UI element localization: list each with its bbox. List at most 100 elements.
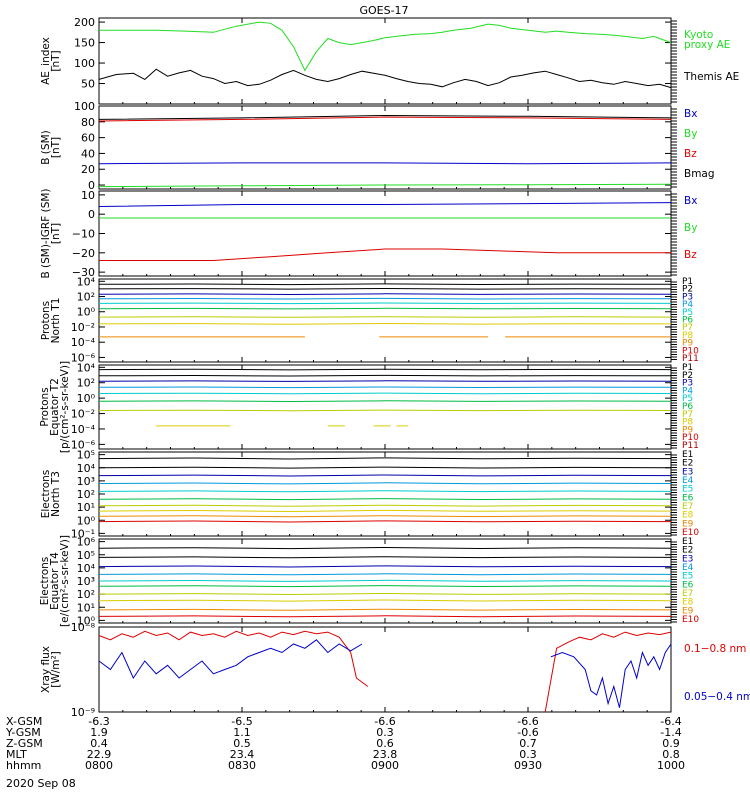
ephemeris-value: -6.3	[88, 715, 109, 728]
legend-entry: P11	[682, 354, 699, 364]
y-axis-label: [e/(cm²-s-sr-keV)]	[59, 535, 71, 627]
channel-line-4	[98, 490, 672, 493]
y-tick-label: 10⁴	[77, 462, 96, 475]
legend-entry: P8	[682, 331, 693, 341]
channel-line-5	[98, 585, 672, 588]
channel-line-1	[98, 374, 672, 377]
legend-entry: By	[684, 222, 697, 234]
channel-line-9	[98, 520, 672, 523]
ephemeris-value: 0830	[228, 759, 256, 772]
y-tick-label: 10¹	[77, 601, 95, 614]
channel-line-1	[98, 556, 672, 559]
panel-b_igrf: −30 −20 −10 0 10 B (SM)-IGRF (SM)[nT] Bx By Bz	[40, 188, 697, 279]
series-line-0	[99, 21, 672, 72]
ephemeris-value: 0.3	[519, 748, 537, 761]
y-tick-label: 10⁻⁴	[71, 336, 96, 349]
channel-line-6	[98, 409, 672, 412]
y-axis-label: [nT]	[50, 137, 62, 158]
legend-entry: P7	[682, 323, 693, 333]
channel-line-4	[98, 392, 672, 395]
channel-line-7	[98, 599, 672, 602]
legend-entry: P3	[682, 379, 693, 389]
ephemeris-value: 0.7	[519, 737, 537, 750]
channel-line-9	[98, 615, 672, 618]
y-axis-label: B (SM)-IGRF (SM)	[40, 188, 52, 278]
legend-entry: Bz	[684, 249, 697, 261]
date-label: 2020 Sep 08	[6, 777, 76, 790]
ephemeris-value: 0930	[514, 759, 542, 772]
legend-entry: P2	[682, 285, 693, 295]
series-line-2	[99, 248, 671, 261]
y-tick-label: 100	[74, 100, 95, 113]
legend-entry: 0.1−0.8 nm	[684, 643, 746, 655]
channel-line-0	[98, 457, 672, 460]
y-axis-label: Electrons	[39, 557, 51, 606]
y-tick-label: 10⁰	[77, 306, 96, 319]
channel-line-3	[98, 573, 672, 576]
y-tick-label: 10⁻¹	[71, 527, 95, 540]
y-tick-label: 10²	[77, 588, 95, 601]
legend-entry: E1	[682, 537, 693, 547]
legend-entry: Themis AE	[683, 71, 739, 83]
y-tick-label: 10⁻⁹	[71, 706, 95, 719]
legend-entry: P2	[682, 371, 693, 381]
panel-frame	[98, 364, 672, 450]
series-line-0	[98, 114, 672, 120]
y-axis-label: [p/(cm²-s-sr-keV)]	[59, 361, 71, 453]
y-tick-label: −30	[72, 266, 95, 279]
series-line-0	[98, 202, 672, 207]
ephemeris-value: -0.6	[517, 726, 538, 739]
y-tick-label: 10	[81, 189, 95, 202]
legend-entry: E1	[682, 450, 693, 460]
y-tick-label: 10⁻⁶	[71, 438, 96, 451]
series-line-1	[98, 639, 363, 680]
panel-b_sm: 0 20 40 60 80 100 B (SM)[nT] Bx By Bz Bmag	[40, 100, 715, 192]
legend-entry: E7	[682, 589, 693, 599]
channel-line-4	[98, 302, 672, 305]
y-tick-label: −20	[72, 247, 95, 260]
ephemeris-value: 1.9	[90, 726, 108, 739]
channel-line-1	[98, 466, 672, 469]
legend-entry: E10	[682, 528, 699, 538]
ephemeris-row-label: Z-GSM	[6, 737, 43, 750]
y-tick-label: 40	[81, 147, 95, 160]
channel-line-3	[98, 482, 672, 485]
y-tick-label: 10³	[77, 575, 95, 588]
channel-line-7	[98, 322, 672, 325]
channel-line-3	[98, 297, 672, 300]
y-tick-label: 20	[81, 163, 95, 176]
series-line-0	[544, 631, 672, 713]
ephemeris-value: 1000	[657, 759, 685, 772]
ephemeris-row-label: MLT	[6, 748, 27, 761]
series-line-3	[98, 183, 672, 188]
legend-entry: E3	[682, 467, 693, 477]
series-line-1	[98, 68, 672, 89]
legend-entry: E4	[682, 563, 694, 573]
legend-entry: P5	[682, 308, 693, 318]
legend-entry: E2	[682, 459, 693, 469]
legend-entry: E10	[682, 615, 699, 625]
legend-entry: proxy AE	[684, 39, 730, 51]
y-axis-label: Equator T2	[49, 378, 61, 436]
legend-entry: E7	[682, 502, 693, 512]
legend-entry: P1	[682, 363, 693, 373]
y-tick-label: 10⁴	[77, 562, 96, 575]
legend-entry: E8	[682, 511, 694, 521]
y-tick-label: 0	[88, 208, 95, 221]
y-axis-label: Protons	[39, 387, 51, 426]
channel-line-7	[98, 509, 672, 513]
ephemeris-row-label: X-GSM	[6, 715, 42, 728]
y-axis-label: North T1	[50, 298, 62, 344]
legend-entry: E9	[682, 606, 694, 616]
y-axis-label: Equator T4	[49, 552, 61, 610]
ephemeris-value: -6.6	[517, 715, 538, 728]
legend-entry: P4	[682, 300, 693, 310]
legend-entry: By	[684, 128, 697, 140]
legend-entry: E8	[682, 598, 694, 608]
y-axis-label: Xray flux	[40, 646, 52, 693]
legend-entry: Kyoto	[684, 29, 713, 41]
legend-entry: P6	[682, 402, 693, 412]
panel-frame	[98, 278, 672, 363]
